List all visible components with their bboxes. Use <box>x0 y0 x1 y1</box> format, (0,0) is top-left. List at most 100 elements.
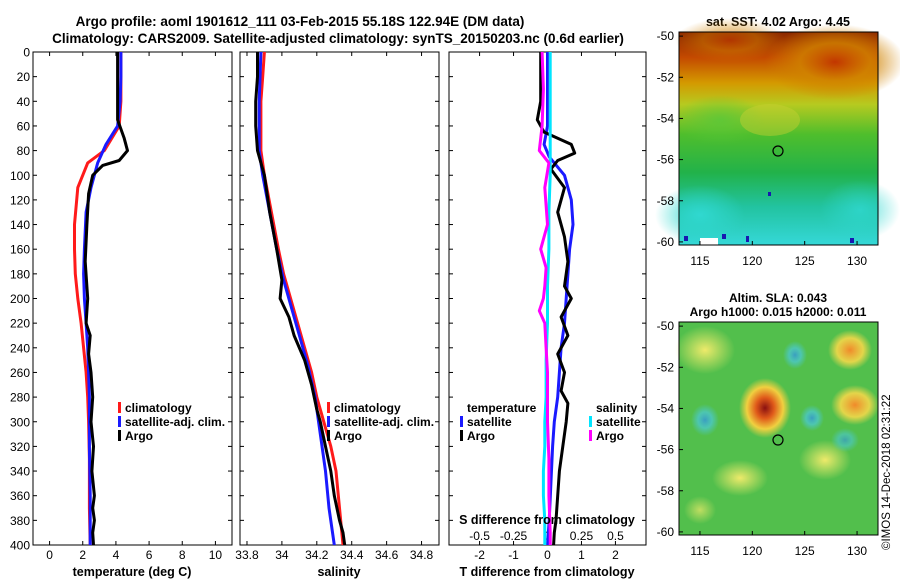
x-tick-label: 0 <box>544 548 551 562</box>
temperature-lines <box>73 52 129 545</box>
lat-tick-label: -54 <box>657 111 675 125</box>
series-line-argo <box>83 52 129 545</box>
depth-tick-label: 220 <box>10 317 30 331</box>
lon-tick-label: 130 <box>847 544 867 558</box>
legend-s-satellite: satellite <box>596 415 641 429</box>
depth-tick-label: 300 <box>10 415 30 429</box>
salinity-axes: 33.8 34 34.2 34.4 34.6 34.8 <box>235 51 439 562</box>
legend-temperature-title: temperature <box>467 401 537 415</box>
depth-tick-label: 200 <box>10 292 30 306</box>
depth-tick-label: 80 <box>17 144 31 158</box>
lat-tick-label: -60 <box>657 525 675 539</box>
sla-negative-anomaly <box>783 341 807 369</box>
x-tick-label: -2 <box>474 548 485 562</box>
salinity-xlabel: salinity <box>317 565 360 579</box>
depth-tick-label: 120 <box>10 193 30 207</box>
sla-positive-anomaly <box>675 326 735 374</box>
x-tick-label: 34.2 <box>305 548 329 562</box>
x-tick-label: 34.6 <box>375 548 399 562</box>
sla-peak-anomaly <box>739 378 791 438</box>
series-line-t-argo <box>535 52 577 545</box>
sst-ice-pixel <box>850 238 854 243</box>
x-tick-label: 34.4 <box>340 548 364 562</box>
legend-swatch-t-satellite <box>460 416 463 427</box>
x-tick-label: 0 <box>46 548 53 562</box>
sst-ice-pixel <box>684 236 688 241</box>
legend-swatch-s-argo <box>589 430 592 441</box>
sst-ice-pixel <box>746 236 749 242</box>
s-tick-label: -0.5 <box>469 529 490 543</box>
sst-cold-patch <box>820 180 900 240</box>
lon-tick-label: 120 <box>742 254 762 268</box>
lat-tick-label: -50 <box>657 319 675 333</box>
sst-missing-data <box>700 238 718 245</box>
depth-tick-label: 180 <box>10 267 30 281</box>
lat-tick-label: -60 <box>657 235 675 249</box>
legend-salinity-title: salinity <box>596 401 638 415</box>
lon-tick-label: 125 <box>795 544 815 558</box>
argo-float-marker <box>772 145 784 157</box>
lat-tick-label: -56 <box>657 443 675 457</box>
series-line-climatology <box>259 52 345 545</box>
depth-tick-label: 380 <box>10 514 30 528</box>
sst-map <box>655 18 900 246</box>
sla-negative-anomaly <box>831 428 859 452</box>
temperature-panel <box>32 51 233 546</box>
sla-negative-anomaly <box>800 405 824 431</box>
legend-climatology: climatology <box>334 401 401 415</box>
depth-tick-label: 260 <box>10 366 30 380</box>
legend-swatch-satellite <box>118 416 121 427</box>
x-tick-label: 2 <box>79 548 86 562</box>
series-line-s-argo <box>537 52 552 545</box>
legend-argo: Argo <box>334 429 362 443</box>
x-tick-label: 1 <box>578 548 585 562</box>
lon-tick-label: 130 <box>847 254 867 268</box>
sst-map-axes: 115 120 125 130 -50 -52 -54 -56 -58 -60 <box>657 29 868 268</box>
sst-warm-region <box>765 24 900 100</box>
lat-tick-label: -52 <box>657 70 675 84</box>
lat-tick-label: -54 <box>657 401 675 415</box>
x-tick-label: 34.8 <box>410 548 434 562</box>
sst-ice-pixel <box>768 192 771 196</box>
depth-tick-label: 320 <box>10 440 30 454</box>
legend-argo: Argo <box>125 429 153 443</box>
x-tick-label: 6 <box>146 548 153 562</box>
legend-satellite-adj: satellite-adj. clim. <box>125 415 225 429</box>
legend-s-argo: Argo <box>596 429 624 443</box>
legend-swatch-satellite <box>327 416 330 427</box>
legend-swatch-argo <box>327 430 330 441</box>
x-tick-label: 8 <box>179 548 186 562</box>
lon-tick-label: 125 <box>795 254 815 268</box>
sla-map <box>675 321 879 536</box>
series-line-argo <box>254 52 347 545</box>
argo-float-marker <box>772 434 784 446</box>
x-tick-label: 34 <box>275 548 289 562</box>
temperature-legend: climatology satellite-adj. clim. Argo <box>118 401 225 443</box>
depth-tick-label: 100 <box>10 169 30 183</box>
legend-t-satellite: satellite <box>467 415 512 429</box>
legend-swatch-s-satellite <box>589 416 592 427</box>
x-tick-label: -1 <box>508 548 519 562</box>
sla-positive-anomaly <box>684 496 716 524</box>
legend-swatch-t-argo <box>460 430 463 441</box>
difference-axes: -2 -1 0 1 2-0.5 -0.25 0 0.25 0.5 <box>449 51 646 562</box>
sla-positive-anomaly <box>828 330 872 370</box>
lat-tick-label: -56 <box>657 153 675 167</box>
legend-climatology: climatology <box>125 401 192 415</box>
series-line-t-satellite <box>542 52 575 545</box>
legend-swatch-climatology <box>118 402 121 413</box>
lat-tick-label: -58 <box>657 194 675 208</box>
imos-credit: ©IMOS 14-Dec-2018 02:31:22 <box>881 394 893 550</box>
x-tick-label: 10 <box>209 548 223 562</box>
salinity-legend: climatology satellite-adj. clim. Argo <box>327 401 434 443</box>
sla-negative-anomaly <box>691 404 719 436</box>
lon-tick-label: 120 <box>742 544 762 558</box>
sst-map-frame <box>678 31 879 246</box>
sla-map-title: Altim. SLA: 0.043 <box>729 291 827 305</box>
s-difference-label: S difference from climatology <box>459 513 635 527</box>
x-tick-label: 2 <box>612 548 619 562</box>
legend-swatch-climatology <box>327 402 330 413</box>
sla-map-subtitle: Argo h1000: 0.015 h2000: 0.011 <box>690 305 867 319</box>
depth-tick-label: 20 <box>17 70 31 84</box>
